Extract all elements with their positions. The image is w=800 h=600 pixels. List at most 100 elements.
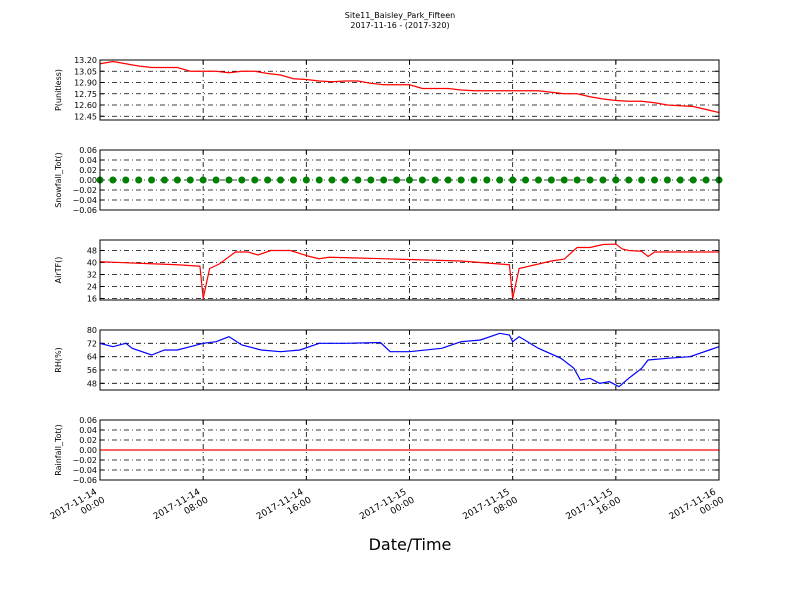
data-point xyxy=(522,176,530,184)
data-point xyxy=(483,176,491,184)
data-point xyxy=(625,176,633,184)
data-point xyxy=(651,176,659,184)
data-point xyxy=(212,176,220,184)
x-tick-label: 2017-11-15 16:00 xyxy=(565,486,624,532)
y-tick-label: 40 xyxy=(87,259,97,268)
y-tick-label: 48 xyxy=(87,247,97,256)
data-line xyxy=(100,243,719,299)
y-tick-label: −0.06 xyxy=(72,476,97,485)
data-point xyxy=(251,176,259,184)
y-tick-label: 0.02 xyxy=(79,436,97,445)
y-tick-label: 0.00 xyxy=(79,176,97,185)
y-tick-label: 16 xyxy=(87,295,97,304)
axes-frame xyxy=(99,329,720,391)
data-point xyxy=(676,176,684,184)
data-point xyxy=(444,176,452,184)
y-tick-label: 12.60 xyxy=(74,101,97,110)
data-point xyxy=(470,176,478,184)
x-tick-label: 2017-11-14 16:00 xyxy=(255,486,314,532)
y-axis-label: P(unitless) xyxy=(54,69,63,111)
y-tick-label: −0.02 xyxy=(72,456,97,465)
y-tick-label: 0.02 xyxy=(79,166,97,175)
data-point xyxy=(109,176,117,184)
data-point xyxy=(573,176,581,184)
data-point xyxy=(406,176,413,184)
y-tick-label: −0.06 xyxy=(72,206,97,215)
y-axis-label: Rainfall_Tot() xyxy=(54,424,63,476)
data-point xyxy=(586,176,594,184)
y-tick-label: 56 xyxy=(87,366,97,375)
data-point xyxy=(302,176,310,184)
y-tick-label: 13.20 xyxy=(74,56,97,65)
y-axis-label: RH(%) xyxy=(54,347,63,372)
data-point xyxy=(663,176,671,184)
y-tick-label: 24 xyxy=(87,283,97,292)
data-point xyxy=(315,176,323,184)
data-point xyxy=(148,176,156,184)
y-tick-label: 48 xyxy=(87,379,97,388)
y-tick-label: 0.04 xyxy=(79,426,97,435)
x-axis-label: Date/Time xyxy=(369,535,452,554)
data-point xyxy=(264,176,272,184)
y-axis-label: AirTF() xyxy=(54,257,63,284)
y-tick-label: 0.00 xyxy=(79,446,97,455)
data-point xyxy=(199,176,207,184)
data-point xyxy=(612,176,620,184)
data-point xyxy=(225,176,233,184)
data-point xyxy=(173,176,181,184)
data-point xyxy=(560,176,568,184)
y-tick-label: −0.04 xyxy=(72,466,97,475)
data-point xyxy=(186,176,194,184)
y-tick-label: 0.04 xyxy=(79,156,97,165)
x-tick-label: 2017-11-14 00:00 xyxy=(49,486,108,532)
x-tick-label: 2017-11-14 08:00 xyxy=(152,486,211,532)
y-tick-label: 32 xyxy=(87,271,97,280)
x-tick-label: 2017-11-16 00:00 xyxy=(668,486,727,532)
data-line xyxy=(100,60,719,114)
chart-subtitle: 2017-11-16 - (2017-320) xyxy=(350,21,449,30)
y-tick-label: −0.04 xyxy=(72,196,97,205)
y-tick-label: 13.05 xyxy=(74,67,97,76)
y-tick-label: −0.02 xyxy=(72,186,97,195)
data-point xyxy=(354,176,362,184)
x-tick-label: 2017-11-15 08:00 xyxy=(461,486,520,532)
data-point xyxy=(457,176,465,184)
data-point xyxy=(277,176,285,184)
data-point xyxy=(135,176,143,184)
data-point xyxy=(367,176,375,184)
data-point xyxy=(380,176,388,184)
y-axis-label: Snowfall_Tot() xyxy=(54,152,63,208)
y-tick-label: 12.90 xyxy=(74,79,97,88)
data-point xyxy=(122,176,130,184)
x-tick-label: 2017-11-15 00:00 xyxy=(358,486,417,532)
y-tick-label: 80 xyxy=(87,326,97,335)
data-point xyxy=(496,176,504,184)
axes-frame xyxy=(99,239,720,301)
data-point xyxy=(431,176,439,184)
data-point xyxy=(289,176,297,184)
data-point xyxy=(341,176,349,184)
data-point xyxy=(393,176,401,184)
y-tick-label: 12.75 xyxy=(74,90,97,99)
y-tick-label: 64 xyxy=(87,353,97,362)
y-tick-label: 72 xyxy=(87,339,97,348)
chart-title: Site11_Baisley_Park_Fifteen xyxy=(345,11,455,20)
y-tick-label: 0.06 xyxy=(79,416,97,425)
data-line xyxy=(100,332,719,388)
axes-frame xyxy=(99,149,720,211)
data-point xyxy=(328,176,336,184)
data-point xyxy=(702,176,710,184)
data-point xyxy=(418,176,426,184)
data-point xyxy=(238,176,246,184)
data-point xyxy=(534,176,542,184)
y-tick-label: 12.45 xyxy=(74,112,97,121)
axes-frame xyxy=(99,59,720,121)
axes-frame xyxy=(99,419,720,481)
data-point xyxy=(599,176,607,184)
data-point xyxy=(638,176,646,184)
data-point xyxy=(689,176,697,184)
data-point xyxy=(160,176,168,184)
data-point xyxy=(547,176,555,184)
data-point xyxy=(509,176,517,184)
